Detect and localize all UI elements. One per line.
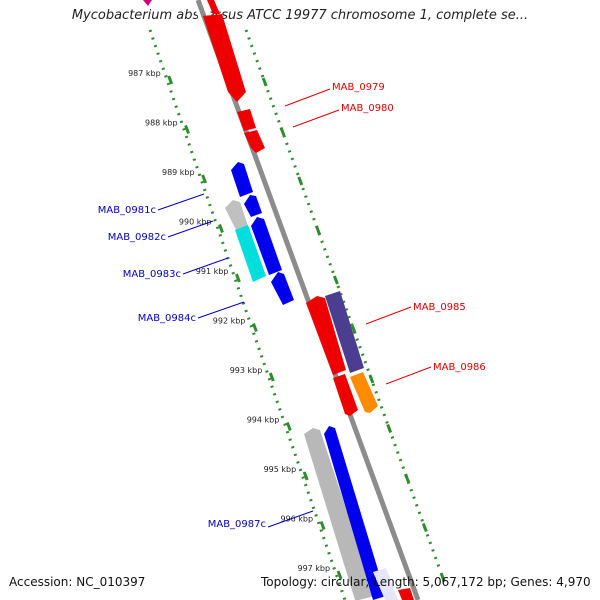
tick-label: 997 kbp	[297, 564, 330, 573]
gene-block-red-mid[interactable]	[306, 296, 346, 375]
tick-label: 990 kbp	[179, 218, 212, 227]
gene-block-mab-0987c[interactable]	[324, 426, 386, 600]
gene-block-mab-0986[interactable]	[350, 372, 378, 413]
gene-partial-top-red[interactable]	[207, 0, 220, 14]
gene-block-mab-0984c[interactable]	[271, 272, 294, 305]
major-tick-mark	[297, 176, 304, 186]
major-tick-mark	[336, 570, 343, 580]
major-tick-mark	[261, 77, 268, 87]
accession-text: Accession: NC_010397	[9, 575, 146, 589]
leader-mab-0984c	[197, 301, 245, 319]
gene-block-red-low[interactable]	[333, 374, 358, 416]
gene-block-mab-0983c[interactable]	[235, 225, 266, 282]
chromosome-backbone	[195, 0, 421, 600]
gene-label-mab-0987c[interactable]: MAB_0987c	[208, 519, 266, 530]
gene-blocks	[203, 14, 414, 600]
gene-label-mab-0981c[interactable]: MAB_0981c	[98, 205, 156, 216]
tick-label: 993 kbp	[230, 366, 263, 375]
major-tick-mark	[350, 324, 357, 335]
major-tick-mark	[332, 275, 339, 285]
gene-block-mab-0982c[interactable]	[251, 217, 282, 275]
major-tick-mark	[368, 374, 375, 384]
genome-summary-text: Topology: circular; Length: 5,067,172 bp…	[261, 575, 591, 589]
major-tick-mark	[201, 174, 208, 184]
leader-mab-0986	[385, 366, 432, 385]
tick-label: 991 kbp	[196, 267, 229, 276]
gene-block-mab-0980a[interactable]	[237, 109, 256, 131]
gene-label-mab-0982c[interactable]: MAB_0982c	[108, 232, 166, 243]
major-tick-mark	[279, 126, 286, 137]
gene-label-mab-0980[interactable]: MAB_0980	[341, 103, 394, 114]
major-tick-mark	[234, 273, 241, 283]
major-tick-mark	[184, 124, 191, 135]
gene-block-mab-0981c[interactable]	[244, 195, 262, 217]
major-tick-mark	[268, 372, 275, 382]
gene-label-mab-0979[interactable]: MAB_0979	[332, 82, 385, 93]
tick-label: 988 kbp	[145, 119, 178, 128]
tick-label: 987 kbp	[128, 69, 161, 78]
gene-block-mab-0980b[interactable]	[244, 130, 265, 153]
major-tick-mark	[218, 223, 224, 234]
leader-mab-0980	[292, 109, 340, 128]
leader-mab-0985	[365, 306, 412, 325]
gene-block-bottom-pale[interactable]	[373, 568, 398, 600]
gene-block-grey-long[interactable]	[304, 428, 375, 600]
backbone-track	[192, 0, 422, 600]
major-tick-mark	[251, 322, 258, 333]
major-tick-mark	[302, 471, 309, 481]
major-tick-mark	[167, 75, 174, 85]
gene-label-mab-0986[interactable]: MAB_0986	[433, 362, 486, 373]
gene-label-mab-0983c[interactable]: MAB_0983c	[123, 269, 181, 280]
major-tick-mark	[319, 520, 326, 531]
tick-label: 996 kbp	[280, 515, 313, 524]
tick-labels: 987 kbp 988 kbp 989 kbp 990 kbp 991 kbp 992 k…	[128, 69, 330, 573]
leader-mab-0987c	[267, 510, 314, 528]
gene-block-mab-0985[interactable]	[325, 291, 364, 373]
map-title: Mycobacterium abscessus ATCC 19977 chrom…	[71, 8, 529, 23]
leader-mab-0979	[284, 88, 331, 107]
major-tick-mark	[439, 572, 446, 582]
gene-block-minus-1[interactable]	[231, 162, 253, 197]
gene-label-layer: MAB_0979 MAB_0980 MAB_0981c MAB_0982c MA…	[98, 82, 486, 530]
gene-partial-top-magenta[interactable]	[143, 0, 152, 6]
major-tick-mark	[386, 423, 393, 434]
major-tick-mark	[421, 522, 428, 533]
tick-label: 989 kbp	[162, 168, 195, 177]
major-tick-mark	[315, 225, 322, 236]
tick-label: 994 kbp	[247, 416, 280, 425]
major-ticks	[167, 75, 446, 582]
leader-mab-0981c	[157, 193, 205, 211]
gene-block-bottom-red[interactable]	[398, 588, 414, 600]
major-tick-mark	[285, 421, 292, 432]
tick-label: 992 kbp	[213, 317, 246, 326]
gene-label-mab-0984c[interactable]: MAB_0984c	[138, 313, 196, 324]
tick-label: 995 kbp	[264, 465, 297, 474]
leader-mab-0982c	[167, 220, 214, 238]
gene-block-mab-0981c-grey[interactable]	[225, 200, 248, 230]
leader-mab-0983c	[182, 257, 229, 275]
major-tick-mark	[404, 473, 410, 483]
gene-block-mab-0979[interactable]	[203, 14, 246, 102]
gene-label-mab-0985[interactable]: MAB_0985	[413, 302, 466, 313]
